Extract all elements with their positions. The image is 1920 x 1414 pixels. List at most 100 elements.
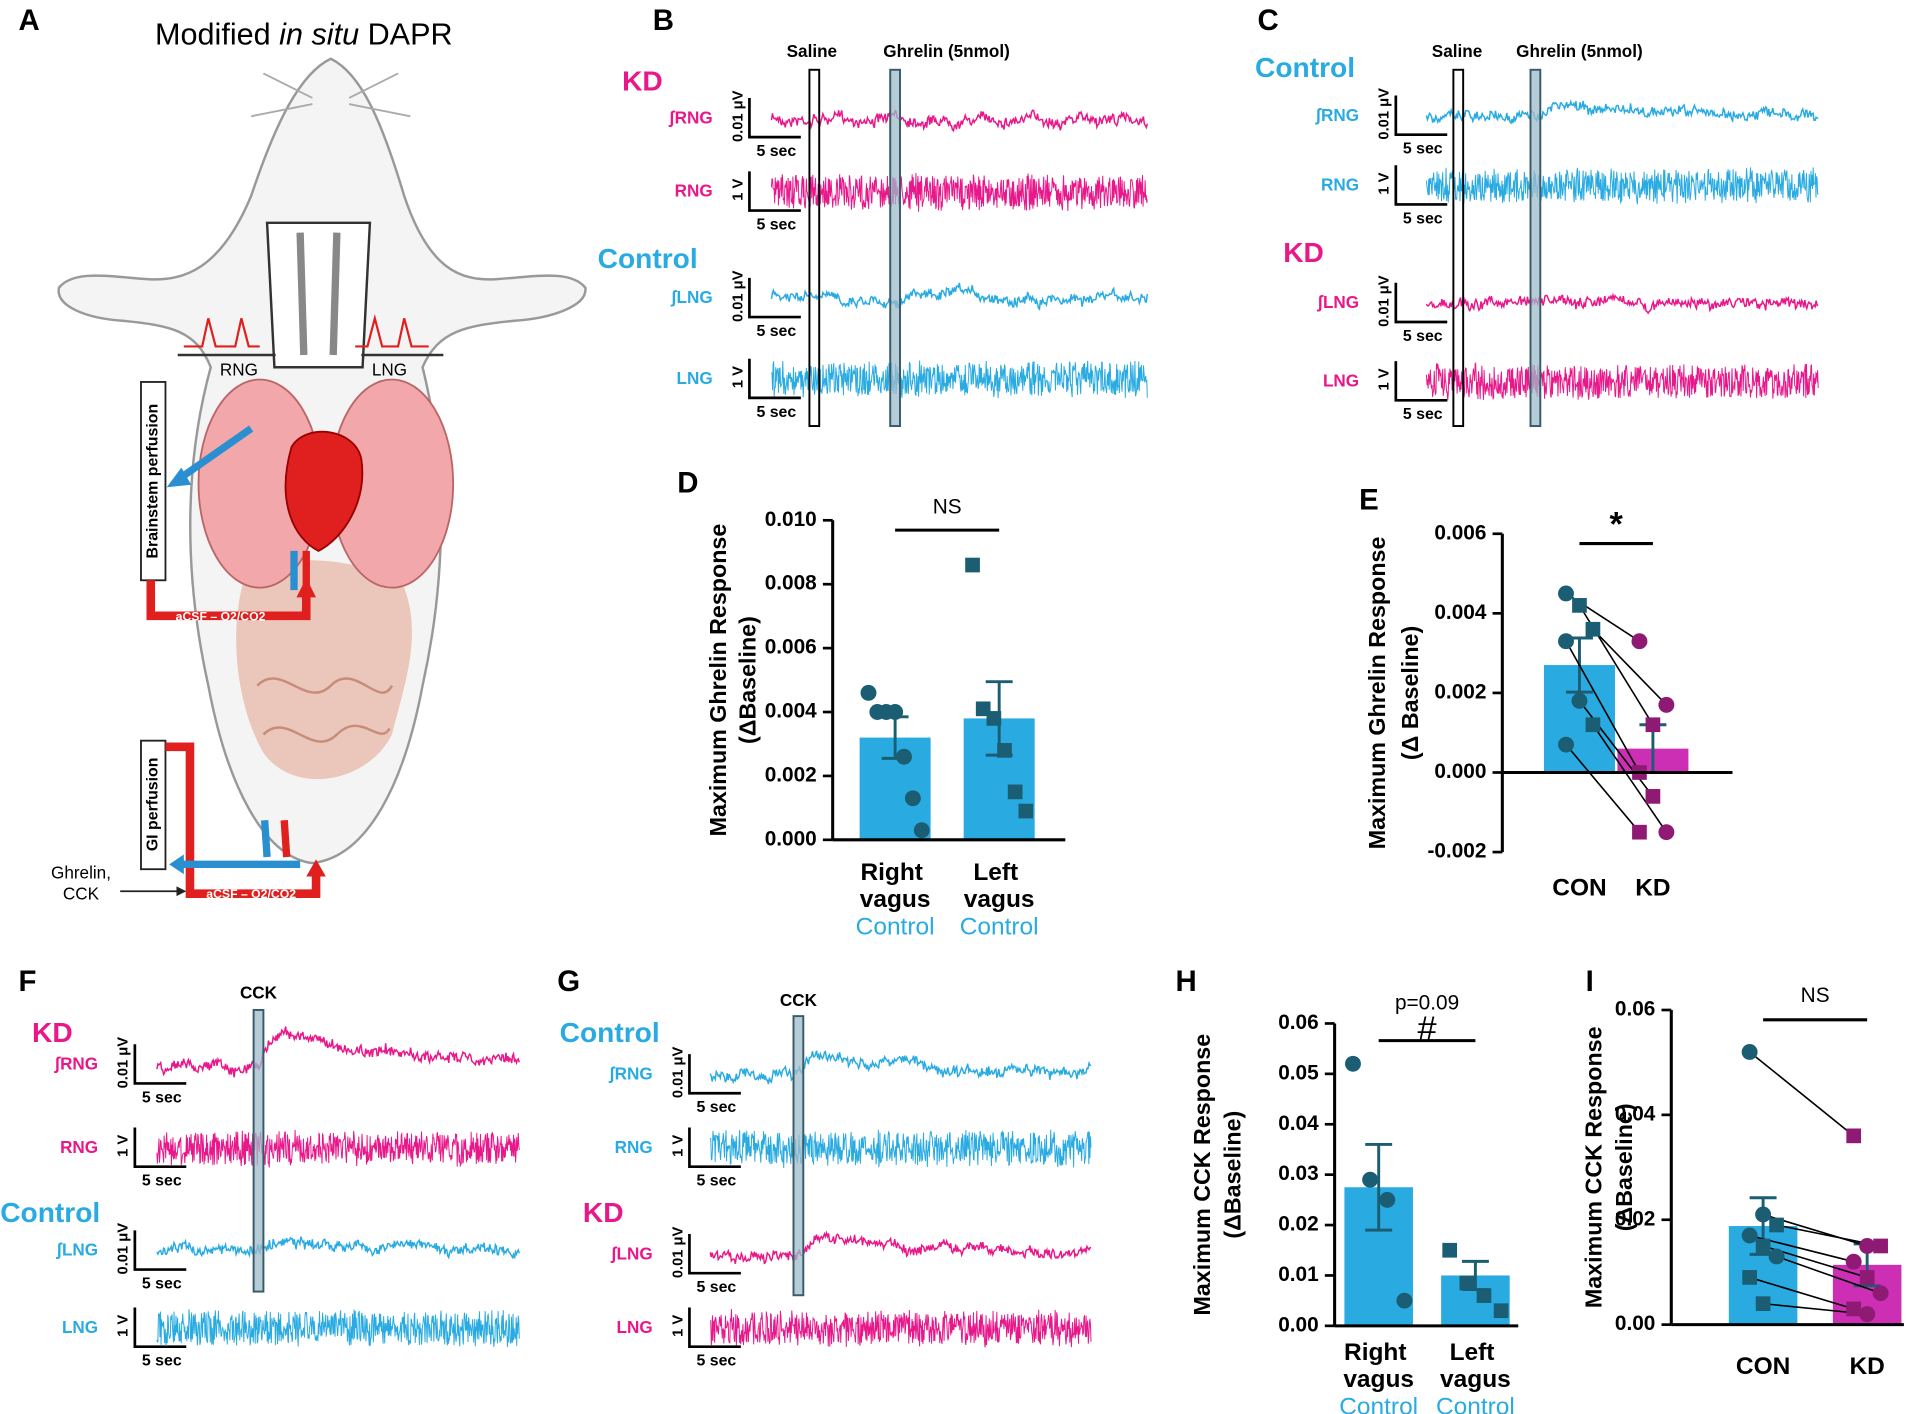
x-tick-label: Left vagus <box>1440 1339 1511 1393</box>
panel-letter: A <box>19 4 40 37</box>
title-part: DAPR <box>359 18 453 52</box>
blue-arrow-line <box>175 425 254 483</box>
scale-t-label: 5 sec <box>756 216 796 233</box>
channel-label: ʃLNG <box>55 1240 98 1260</box>
group-label: KD <box>583 1197 624 1228</box>
channel-label: ʃRNG <box>1314 105 1359 125</box>
scale-bar <box>133 1127 187 1169</box>
group-label: Control <box>1255 52 1355 83</box>
data-point <box>1645 717 1661 733</box>
data-point <box>1558 585 1574 602</box>
data-point <box>887 704 904 720</box>
y-tick-label: 0.04 <box>1615 1102 1656 1125</box>
y-tick-label: 0.010 <box>765 508 817 531</box>
y-tick-label: 0.002 <box>765 763 817 786</box>
trace <box>1425 292 1819 315</box>
title-part: Modified <box>155 18 279 52</box>
data-point <box>1872 1285 1889 1302</box>
scale-v-label: 0.01 μV <box>1377 275 1393 327</box>
scale-v-label: 0.01 μV <box>670 1226 686 1278</box>
scale-bar <box>1394 165 1448 206</box>
scale-v-label: 0.01 μV <box>730 270 746 322</box>
drugs-label: CCK <box>63 883 100 903</box>
scale-t-label: 5 sec <box>696 1099 736 1116</box>
error-bar <box>1365 1142 1393 1232</box>
panel-letter: C <box>1257 4 1278 37</box>
gi-vessels-red <box>280 819 291 858</box>
trace <box>709 1230 1092 1265</box>
x-tick-label: CON <box>1736 1353 1790 1380</box>
scale-v-label: 1 V <box>1377 368 1393 390</box>
scale-v-label: 0.01 μV <box>116 1223 132 1275</box>
scale-bar <box>1394 361 1448 402</box>
scale-t-label: 5 sec <box>142 1173 182 1190</box>
x-tick-label: KD <box>1635 874 1670 901</box>
group-label: Control <box>598 243 698 274</box>
pair-line <box>1565 640 1641 773</box>
channel-label: RNG <box>615 1137 653 1157</box>
scale-bar <box>133 1307 187 1349</box>
scale-v-label: 1 V <box>670 1315 686 1337</box>
trace <box>156 1236 520 1260</box>
channel-label: ʃRNG <box>53 1054 98 1074</box>
scale-t-label: 5 sec <box>1403 328 1443 345</box>
y-tick-label: 0.00 <box>1278 1313 1318 1336</box>
data-point <box>1658 696 1675 713</box>
data-point <box>1632 824 1647 840</box>
data-point <box>1379 1191 1396 1208</box>
data-point <box>1476 1288 1492 1303</box>
y-tick-label: 0.000 <box>765 827 817 850</box>
scale-bar <box>688 1127 741 1169</box>
scale-t-label: 5 sec <box>142 1275 182 1292</box>
title-part: in situ <box>279 18 359 52</box>
data-point <box>1631 633 1648 650</box>
red-arrow-head-top <box>296 577 317 598</box>
panel-letter: I <box>1586 965 1594 998</box>
channel-label: ʃLNG <box>670 287 713 307</box>
x-tick-sublabel: Control <box>856 913 935 940</box>
x-tick-sublabel: Control <box>1339 1393 1418 1414</box>
event-box <box>808 68 821 428</box>
scale-v-label: 1 V <box>670 1135 686 1157</box>
y-tick-label: 0.00 <box>1615 1312 1655 1335</box>
trace <box>771 360 1148 399</box>
scale-bar <box>688 1054 741 1095</box>
scale-bar <box>748 358 801 400</box>
data-point <box>896 748 912 765</box>
y-tick-label: 0.03 <box>1278 1162 1318 1185</box>
data-point <box>1493 1303 1509 1319</box>
y-tick-label: 0.01 <box>1278 1263 1318 1286</box>
trace <box>709 1309 1092 1348</box>
data-point <box>1768 1248 1785 1265</box>
group-label: KD <box>622 66 663 97</box>
x-tick-label: Right vagus <box>1343 1339 1414 1393</box>
pair-line <box>1578 700 1654 797</box>
y-tick-label: 0.008 <box>765 572 817 595</box>
channel-label: LNG <box>617 1317 653 1337</box>
brainstem-label: Brainstem perfusion <box>144 404 161 559</box>
spikes-right <box>355 313 429 348</box>
y-tick-label: 0.006 <box>1434 521 1486 544</box>
data-point <box>965 557 980 573</box>
x-tick-sublabel: Control <box>1436 1393 1515 1414</box>
data-point <box>1362 1171 1379 1188</box>
trace <box>770 282 1149 311</box>
data-point <box>904 790 921 807</box>
data-point <box>1572 598 1587 613</box>
event-box <box>252 1009 265 1293</box>
data-point <box>1585 717 1601 733</box>
trachea-inner <box>296 232 341 356</box>
channel-label: ʃRNG <box>668 107 713 127</box>
scale-v-label: 1 V <box>116 1135 132 1157</box>
event-box <box>889 68 901 428</box>
data-point <box>1755 1238 1771 1254</box>
data-point <box>1755 1296 1771 1312</box>
scale-t-label: 5 sec <box>1403 406 1443 423</box>
pair-line <box>1749 1051 1855 1137</box>
data-point <box>1859 1306 1876 1323</box>
data-point <box>1859 1270 1875 1285</box>
y-tick-label: 0.04 <box>1278 1112 1319 1135</box>
data-point <box>986 711 1002 726</box>
data-point <box>1007 784 1023 800</box>
